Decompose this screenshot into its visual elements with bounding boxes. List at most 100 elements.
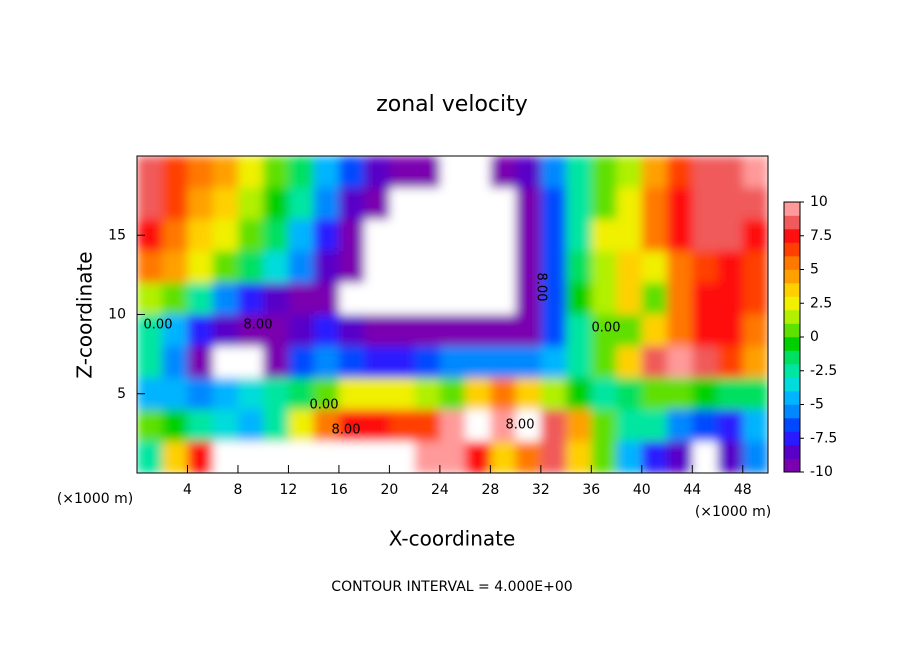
cell xyxy=(414,156,441,189)
cell xyxy=(667,187,693,220)
colorbar-band xyxy=(784,242,800,257)
x-tick-label: 48 xyxy=(734,482,752,498)
cell xyxy=(692,346,719,379)
cell xyxy=(641,346,668,379)
colorbar-band xyxy=(784,296,800,311)
cell xyxy=(187,282,214,315)
cell xyxy=(187,251,214,284)
contour-label: 0.00 xyxy=(592,321,621,336)
cell xyxy=(439,346,466,379)
cell xyxy=(515,251,542,284)
colorbar-tick-label: 10 xyxy=(810,194,828,210)
cell xyxy=(692,156,719,189)
cell xyxy=(338,377,365,411)
cell xyxy=(616,314,643,347)
cell xyxy=(162,314,188,347)
cell xyxy=(742,314,768,347)
cell xyxy=(692,282,719,315)
colorbar-band xyxy=(784,404,800,419)
cell xyxy=(465,346,491,379)
cell xyxy=(717,187,744,220)
x-tick-label: 12 xyxy=(280,482,298,498)
cell xyxy=(616,156,643,189)
cell xyxy=(616,251,643,284)
cell xyxy=(439,187,466,220)
cell xyxy=(237,251,264,284)
cell xyxy=(187,187,214,220)
cell xyxy=(692,219,719,252)
contour-label: 8.00 xyxy=(506,418,535,433)
cell xyxy=(338,251,365,284)
cell xyxy=(263,314,289,347)
cell xyxy=(263,346,289,379)
colorbar-band xyxy=(784,364,800,378)
colorbar-tick-label: 5 xyxy=(810,262,819,278)
cell xyxy=(162,219,188,252)
cell xyxy=(364,282,390,315)
cell xyxy=(313,377,340,411)
cell xyxy=(414,377,441,411)
cell xyxy=(465,441,491,473)
cell xyxy=(288,377,315,411)
cell xyxy=(515,409,542,442)
cell xyxy=(540,314,567,347)
colorbar-tick-label: -7.5 xyxy=(810,430,837,446)
cell xyxy=(717,282,744,315)
cell xyxy=(187,156,214,189)
cell xyxy=(566,346,592,379)
cell xyxy=(667,409,693,442)
cell xyxy=(667,314,693,347)
cell xyxy=(313,409,340,442)
cell xyxy=(465,251,491,284)
x-tick-label: 4 xyxy=(183,482,192,498)
cell xyxy=(162,251,188,284)
cell xyxy=(566,377,592,411)
cell xyxy=(667,441,693,473)
cell xyxy=(742,441,768,473)
cell xyxy=(591,282,618,315)
cell xyxy=(137,409,163,442)
cell xyxy=(540,441,567,473)
cell xyxy=(389,346,416,379)
cell xyxy=(364,346,390,379)
cell xyxy=(566,409,592,442)
cell xyxy=(667,377,693,411)
x-tick-label: 44 xyxy=(683,482,701,498)
cell xyxy=(566,282,592,315)
cell xyxy=(515,219,542,252)
cell xyxy=(187,346,214,379)
cell xyxy=(212,346,239,379)
cell xyxy=(364,156,390,189)
cell xyxy=(742,409,768,442)
colorbar-tick-label: -5 xyxy=(810,397,824,413)
cell xyxy=(237,314,264,347)
cell xyxy=(162,346,188,379)
cell xyxy=(717,377,744,411)
cell xyxy=(389,377,416,411)
cell xyxy=(237,219,264,252)
cell xyxy=(263,251,289,284)
x-tick-label: 28 xyxy=(481,482,499,498)
cell xyxy=(515,346,542,379)
cell xyxy=(591,346,618,379)
cell xyxy=(162,409,188,442)
cell xyxy=(490,156,517,189)
cell xyxy=(389,251,416,284)
cell xyxy=(414,251,441,284)
cell xyxy=(439,314,466,347)
cell xyxy=(616,219,643,252)
cell xyxy=(566,219,592,252)
cell xyxy=(742,346,768,379)
cell xyxy=(237,346,264,379)
cell xyxy=(616,441,643,473)
cell xyxy=(162,282,188,315)
x-tick-label: 36 xyxy=(582,482,600,498)
cell xyxy=(389,441,416,473)
cell xyxy=(439,377,466,411)
cell xyxy=(137,282,163,315)
cell xyxy=(439,409,466,442)
y-tick-label: 10 xyxy=(108,307,126,323)
cell xyxy=(288,346,315,379)
cell xyxy=(212,187,239,220)
x-tick-label: 20 xyxy=(380,482,398,498)
